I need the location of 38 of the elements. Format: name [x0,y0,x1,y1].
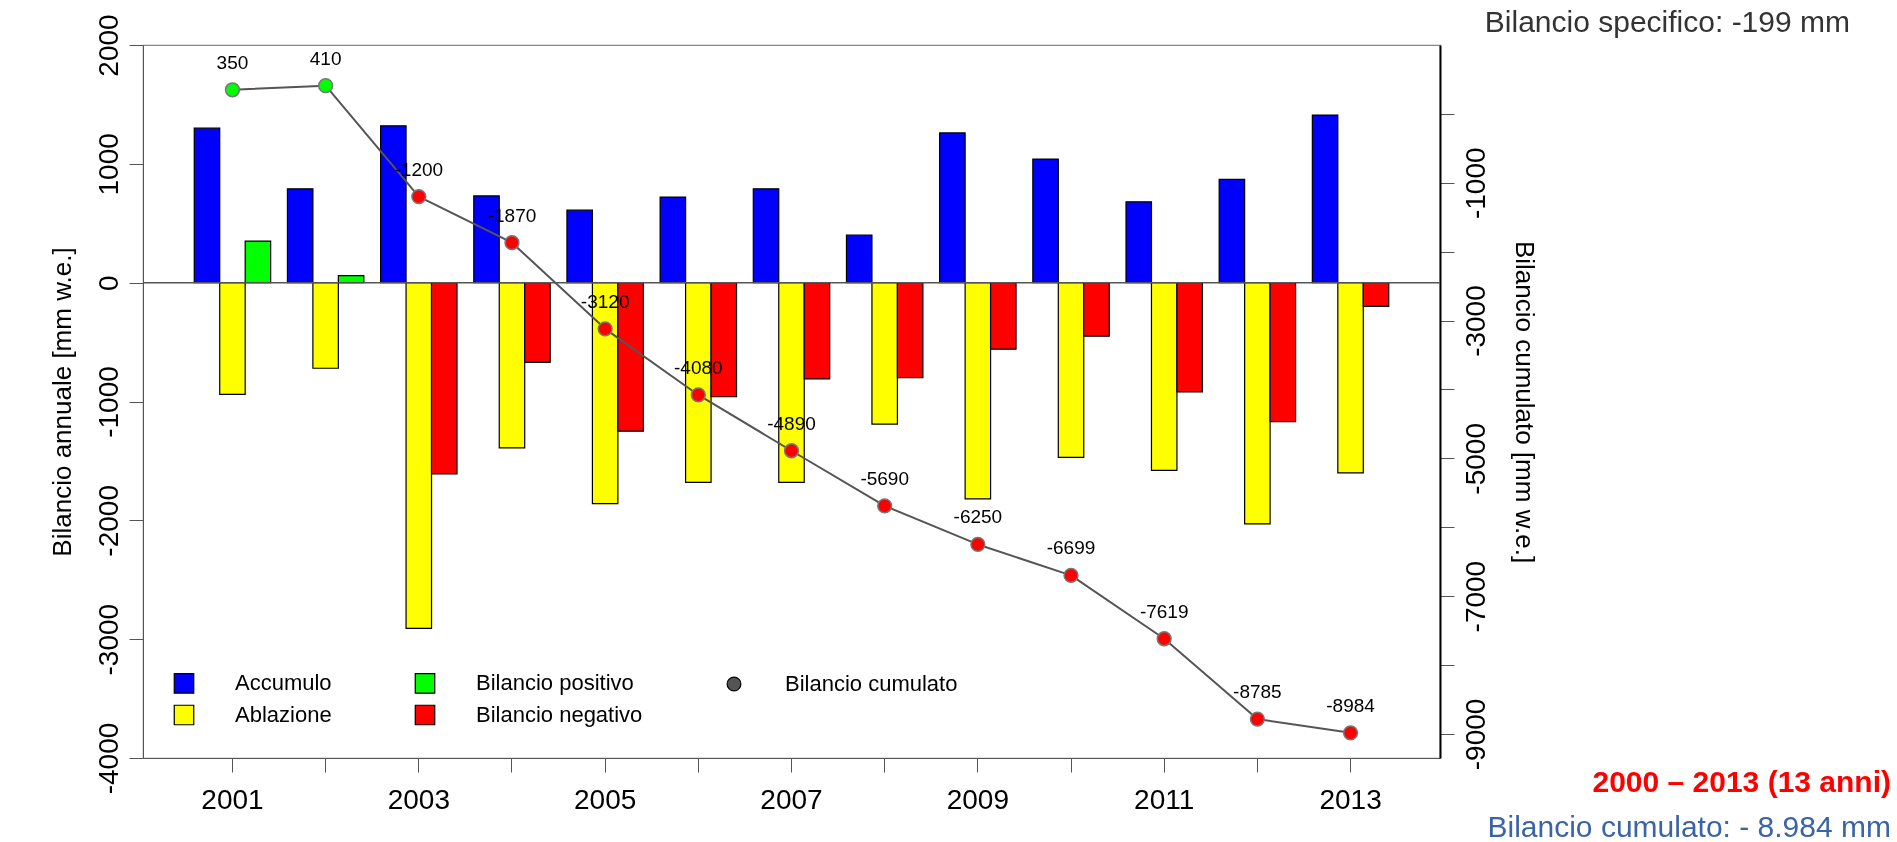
y-tick-label: 0 [92,275,124,291]
y-axis-title: Bilancio annuale [mm w.e.] [46,247,77,557]
x-tick-label: 2003 [387,783,450,815]
x-tick-label: 2001 [201,783,264,815]
data-label: -8984 [1326,694,1376,716]
y-tick-label: -2000 [92,485,124,557]
data-label: -8785 [1233,681,1282,703]
y2-tick-label: -7000 [1459,560,1491,633]
legend-label: Bilancio negativo [476,702,643,727]
y2-tick-label: -5000 [1459,423,1491,495]
data-label: -3120 [580,290,630,312]
legend-label: Bilancio cumulato [785,671,958,696]
y2-tick-label: -3000 [1459,285,1491,357]
text: Bilancio specifico: -199 mm [1484,5,1850,38]
y-tick-label: -4000 [92,722,124,795]
y-tick-label: 1000 [92,133,124,196]
x-tick-label: 2011 [1134,783,1195,815]
data-label: -6250 [953,506,1003,528]
y2-tick-label: -9000 [1459,698,1491,771]
text: Bilancio cumulato: - 8.984 mm [1487,810,1891,842]
legend-label: Ablazione [235,702,332,727]
x-tick-label: 2009 [946,783,1009,815]
legend-label: Bilancio positivo [476,670,634,696]
legend-label: Accumulo [235,670,332,696]
y-tick-label: -1000 [92,366,124,438]
y2-axis-title: Bilancio cumulato [mm w.e.] [1509,240,1540,564]
x-tick-label: 2013 [1319,783,1382,815]
x-tick-label: 2005 [574,783,637,815]
x-tick-label: 2007 [760,783,823,815]
data-label: -7619 [1139,600,1189,622]
y2-tick-label: -1000 [1459,147,1491,220]
text: 2000 – 2013 (13 anni) [1592,765,1891,798]
y-tick-label: -3000 [92,603,124,676]
data-label: -6699 [1046,537,1096,559]
data-label: -5690 [860,467,909,489]
data-label: 410 [309,47,342,69]
data-label: 350 [216,51,249,73]
y-tick-label: 2000 [92,14,124,77]
